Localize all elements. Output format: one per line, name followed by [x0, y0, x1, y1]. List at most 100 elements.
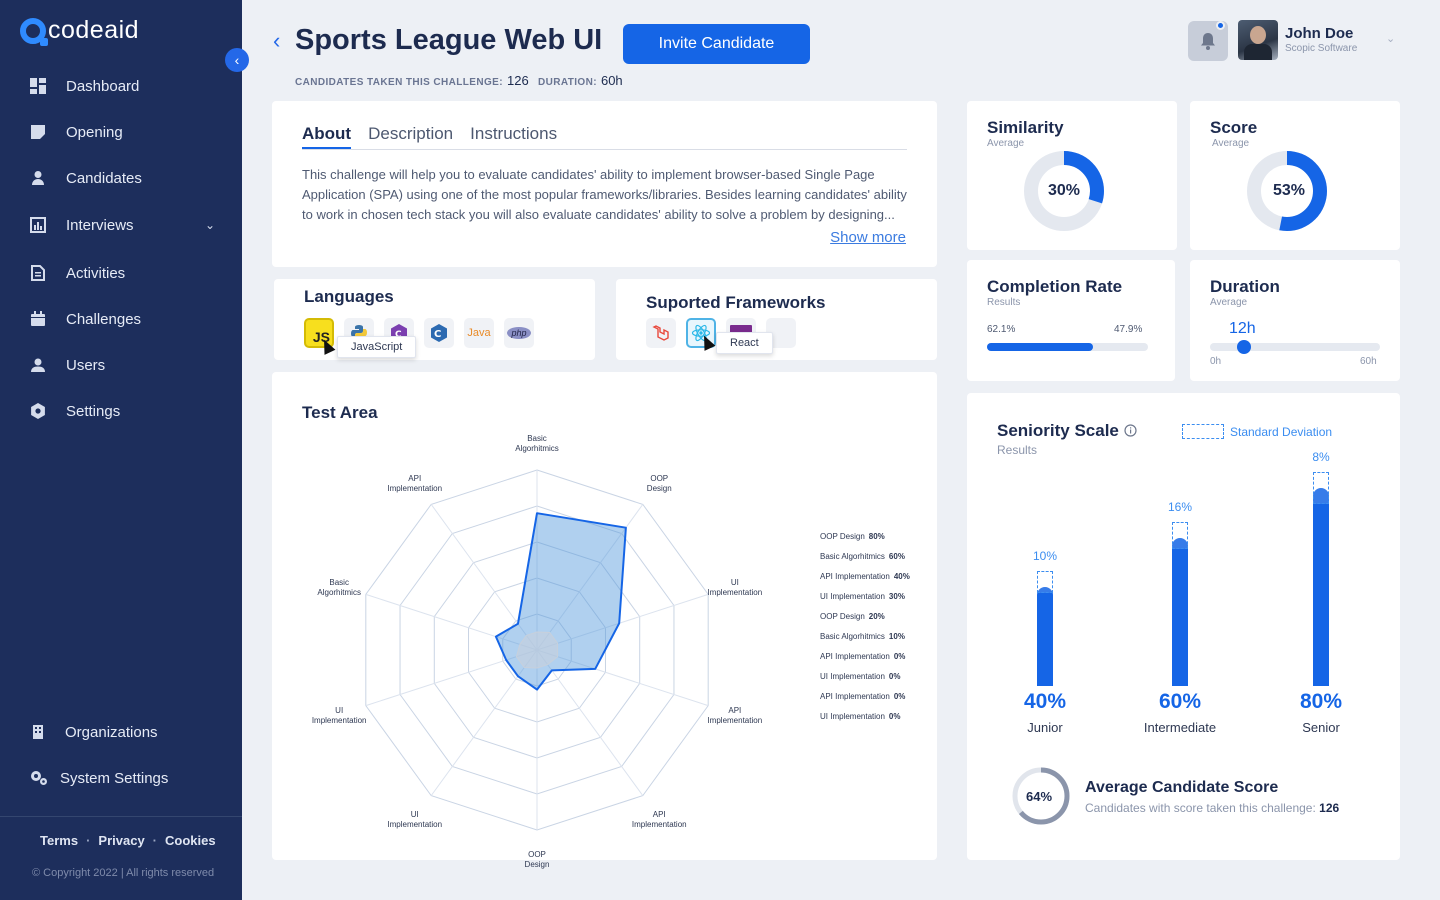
- svg-text:C: C: [395, 330, 402, 340]
- avatar[interactable]: [1238, 20, 1278, 60]
- seniority-value-label: 80%: [1299, 690, 1343, 713]
- radar-data-point: [525, 634, 527, 636]
- person-icon: [32, 171, 44, 185]
- radar-axis-label: OOP Design: [646, 473, 672, 493]
- sidebar-item-organizations[interactable]: Organizations: [30, 720, 215, 744]
- info-icon[interactable]: [1124, 424, 1137, 437]
- radar-data-point: [557, 656, 559, 658]
- php-icon[interactable]: php: [504, 318, 534, 348]
- privacy-link[interactable]: Privacy: [98, 833, 145, 848]
- radar-legend-item: UI Implementation 0%: [820, 672, 901, 681]
- sidebar-item-challenges[interactable]: Challenges: [30, 307, 215, 331]
- cookies-link[interactable]: Cookies: [165, 833, 216, 848]
- notifications-button[interactable]: [1188, 21, 1228, 61]
- sidebar-item-system-settings[interactable]: System Settings: [30, 766, 215, 790]
- seniority-bar: [1037, 587, 1053, 686]
- dashboard-icon: [30, 78, 46, 94]
- avg-score-subtitle: Candidates with score taken this challen…: [1085, 801, 1339, 815]
- chart-icon: [30, 217, 46, 233]
- laravel-icon[interactable]: [646, 318, 676, 348]
- user-company: Scopic Software: [1285, 43, 1358, 54]
- sidebar-item-opening[interactable]: Opening: [30, 120, 215, 144]
- chevron-down-icon[interactable]: ⌄: [1386, 33, 1396, 45]
- candidates-taken-meta: CANDIDATES TAKEN THIS CHALLENGE: 126: [295, 73, 529, 88]
- seniority-bar: [1172, 537, 1188, 686]
- sidebar-item-activities[interactable]: Activities: [30, 261, 215, 285]
- seniority-value-label: 40%: [1023, 690, 1067, 713]
- brand-name: codeaid: [48, 16, 140, 44]
- radar-series-polygon: [494, 512, 627, 691]
- seniority-bar: [1313, 488, 1329, 686]
- show-more-link[interactable]: Show more: [830, 229, 906, 246]
- chevron-left-icon: ‹: [273, 28, 281, 53]
- tab-about[interactable]: About: [302, 124, 352, 149]
- radar-axis-label: Basic Algorhitmics: [515, 434, 559, 453]
- sidebar-item-candidates[interactable]: Candidates: [30, 166, 215, 190]
- radar-data-point: [517, 623, 519, 625]
- about-text: This challenge will help you to evaluate…: [302, 167, 907, 222]
- seniority-title: Seniority Scale: [997, 421, 1119, 440]
- radar-legend-item: API Implementation 0%: [820, 692, 906, 701]
- radar-spoke: [365, 593, 538, 651]
- similarity-donut: [1024, 151, 1104, 231]
- calendar-icon: [31, 311, 45, 326]
- back-button[interactable]: ‹: [273, 28, 280, 54]
- sidebar-item-label: System Settings: [60, 769, 169, 787]
- avg-score-count: 126: [1319, 801, 1340, 815]
- react-icon[interactable]: [686, 318, 716, 348]
- seniority-category-label: Intermediate: [1143, 720, 1217, 735]
- logo-mark-icon: [20, 17, 48, 46]
- terms-link[interactable]: Terms: [40, 833, 79, 848]
- donut-value-arc: [1024, 151, 1104, 231]
- footer-links: Terms · Privacy · Cookies: [40, 833, 216, 848]
- completion-left-value: 62.1%: [987, 324, 1016, 335]
- cpp-logo: C: [431, 324, 447, 342]
- sidebar-footer: Terms · Privacy · Cookies © Copyright 20…: [0, 816, 242, 879]
- avg-score-ring: [1012, 767, 1070, 825]
- radar-data-point: [519, 643, 521, 645]
- sidebar-item-users[interactable]: Users: [30, 353, 215, 377]
- avg-score-subtitle-text: Candidates with score taken this challen…: [1085, 801, 1316, 815]
- collapse-sidebar-button[interactable]: ‹: [225, 48, 249, 72]
- duration-value: 60h: [600, 73, 623, 88]
- codeaid-logo[interactable]: codeaid: [20, 16, 140, 46]
- similarity-value: 30%: [1048, 182, 1081, 199]
- duration-title: Duration: [1210, 277, 1280, 296]
- std-deviation-legend-label: Standard Deviation: [1230, 425, 1333, 439]
- notification-dot: [1216, 21, 1225, 30]
- sidebar-item-settings[interactable]: Settings: [30, 399, 215, 423]
- similarity-subtitle: Average: [987, 138, 1025, 149]
- tab-instructions[interactable]: Instructions: [470, 124, 558, 143]
- score-subtitle: Average: [1212, 138, 1250, 149]
- radar-legend-item: OOP Design 20%: [820, 612, 885, 621]
- score-donut: [1247, 151, 1327, 231]
- sidebar-item-label: Activities: [66, 264, 126, 282]
- similarity-title: Similarity: [987, 118, 1064, 137]
- radar-legend-item: Basic Algorhitmics 10%: [820, 632, 905, 641]
- chevron-down-icon[interactable]: ⌄: [204, 218, 215, 232]
- radar-spoke: [365, 649, 538, 707]
- javascript-icon[interactable]: JS: [304, 318, 334, 348]
- svg-text:C: C: [434, 329, 441, 340]
- user-name[interactable]: John Doe: [1285, 25, 1354, 42]
- radar-data-point: [618, 622, 620, 624]
- tab-description[interactable]: Description: [368, 124, 454, 143]
- sidebar-item-interviews[interactable]: Interviews ⌄: [30, 213, 215, 237]
- invite-candidate-button[interactable]: Invite Candidate: [623, 24, 810, 64]
- radar-spoke: [536, 593, 709, 651]
- sidebar: codeaid Dashboard Opening Candidates Int…: [0, 0, 242, 900]
- radar-data-point: [523, 666, 525, 668]
- sidebar-item-label: Dashboard: [66, 77, 140, 95]
- radar-axis-label: OOP Design: [524, 850, 550, 869]
- frameworks-title: Suported Frameworks: [646, 293, 826, 312]
- building-icon: [33, 725, 43, 739]
- javascript-tooltip: JavaScript: [337, 336, 417, 358]
- seniority-category-label: Senior: [1302, 720, 1340, 735]
- test-area-radar-chart: [365, 469, 709, 831]
- java-icon[interactable]: Java: [464, 318, 494, 348]
- radar-data-point: [549, 632, 551, 634]
- duration-average-value: 12h: [1229, 320, 1256, 337]
- sidebar-item-dashboard[interactable]: Dashboard: [30, 74, 215, 98]
- cpp-icon[interactable]: C: [424, 318, 454, 348]
- sidebar-item-label: Users: [66, 356, 106, 374]
